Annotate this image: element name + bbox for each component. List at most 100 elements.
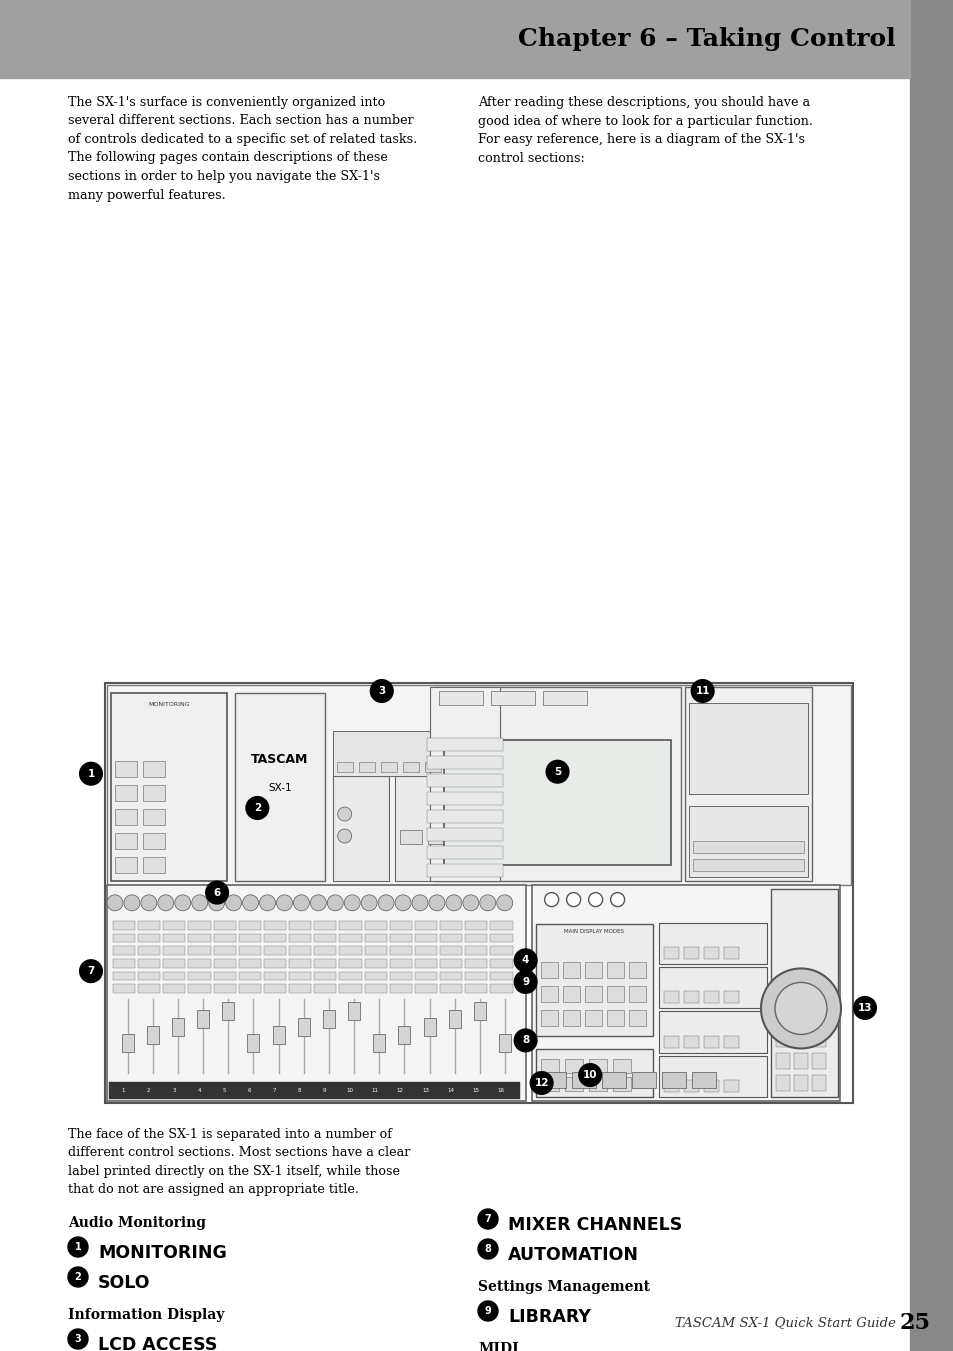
Bar: [115, 857, 137, 873]
Bar: [564, 1077, 582, 1092]
Text: Audio Monitoring: Audio Monitoring: [68, 1216, 206, 1229]
Bar: [107, 885, 525, 1101]
Text: TASCAM: TASCAM: [251, 753, 308, 766]
Bar: [339, 984, 361, 993]
Bar: [498, 1035, 511, 1052]
Bar: [143, 832, 165, 848]
Circle shape: [566, 893, 580, 907]
Bar: [658, 923, 766, 963]
Circle shape: [225, 894, 241, 911]
Bar: [540, 1077, 558, 1092]
Circle shape: [477, 1209, 497, 1229]
Bar: [434, 688, 680, 881]
Bar: [439, 946, 462, 955]
Circle shape: [206, 882, 228, 904]
Bar: [247, 1035, 259, 1052]
Circle shape: [514, 1029, 536, 1051]
Bar: [703, 992, 718, 1004]
Circle shape: [477, 1301, 497, 1321]
Bar: [339, 946, 361, 955]
Bar: [540, 1059, 558, 1073]
Bar: [213, 934, 235, 942]
Bar: [606, 986, 623, 1002]
Bar: [390, 921, 412, 929]
Bar: [238, 984, 261, 993]
Bar: [238, 946, 261, 955]
Text: 2: 2: [74, 1273, 81, 1282]
Circle shape: [337, 830, 352, 843]
Bar: [424, 762, 440, 771]
Text: 25: 25: [899, 1312, 930, 1333]
Bar: [398, 1027, 410, 1044]
Bar: [222, 1002, 234, 1020]
Bar: [531, 885, 839, 1101]
Circle shape: [107, 894, 123, 911]
Circle shape: [174, 894, 191, 911]
Bar: [189, 971, 211, 981]
Bar: [238, 934, 261, 942]
Bar: [770, 889, 837, 1097]
Bar: [364, 971, 386, 981]
Circle shape: [514, 950, 536, 971]
Bar: [339, 934, 361, 942]
Bar: [631, 1071, 655, 1088]
Bar: [121, 1035, 133, 1052]
Bar: [588, 1059, 606, 1073]
Bar: [427, 863, 502, 877]
Bar: [811, 1052, 824, 1069]
Bar: [415, 959, 436, 967]
Bar: [115, 785, 137, 801]
Circle shape: [68, 1267, 88, 1288]
Circle shape: [310, 894, 326, 911]
Bar: [333, 775, 389, 881]
Bar: [490, 934, 512, 942]
Bar: [811, 988, 824, 1002]
Bar: [112, 984, 135, 993]
Text: 11: 11: [372, 1088, 378, 1093]
Bar: [658, 1055, 766, 1097]
Bar: [562, 962, 579, 978]
Bar: [793, 1052, 807, 1069]
Bar: [465, 971, 487, 981]
Bar: [439, 984, 462, 993]
Text: MAIN DISPLAY MODES: MAIN DISPLAY MODES: [563, 929, 623, 934]
Bar: [688, 807, 807, 877]
Bar: [189, 934, 211, 942]
Bar: [213, 921, 235, 929]
Bar: [163, 959, 185, 967]
Text: TASCAM SX-1 Quick Start Guide: TASCAM SX-1 Quick Start Guide: [675, 1316, 895, 1329]
Circle shape: [259, 894, 275, 911]
Bar: [663, 1079, 678, 1092]
Bar: [138, 921, 160, 929]
Bar: [364, 921, 386, 929]
Circle shape: [429, 894, 444, 911]
Bar: [364, 946, 386, 955]
Bar: [571, 1071, 595, 1088]
Circle shape: [80, 961, 102, 982]
Bar: [364, 984, 386, 993]
Bar: [723, 1036, 738, 1047]
Circle shape: [337, 807, 352, 821]
Bar: [542, 690, 586, 705]
Text: 5: 5: [222, 1088, 226, 1093]
Bar: [112, 934, 135, 942]
Bar: [138, 959, 160, 967]
Bar: [430, 688, 499, 881]
Circle shape: [544, 893, 558, 907]
Bar: [775, 1031, 789, 1047]
Bar: [163, 934, 185, 942]
Bar: [238, 971, 261, 981]
Bar: [273, 1027, 284, 1044]
Bar: [143, 857, 165, 873]
Circle shape: [68, 1238, 88, 1256]
Text: 15: 15: [472, 1088, 478, 1093]
Bar: [289, 984, 311, 993]
Bar: [264, 959, 286, 967]
Bar: [264, 946, 286, 955]
Bar: [683, 992, 698, 1004]
Bar: [390, 971, 412, 981]
Bar: [683, 1036, 698, 1047]
Bar: [427, 774, 502, 786]
Text: 8: 8: [297, 1088, 301, 1093]
Text: MONITORING: MONITORING: [148, 703, 190, 708]
